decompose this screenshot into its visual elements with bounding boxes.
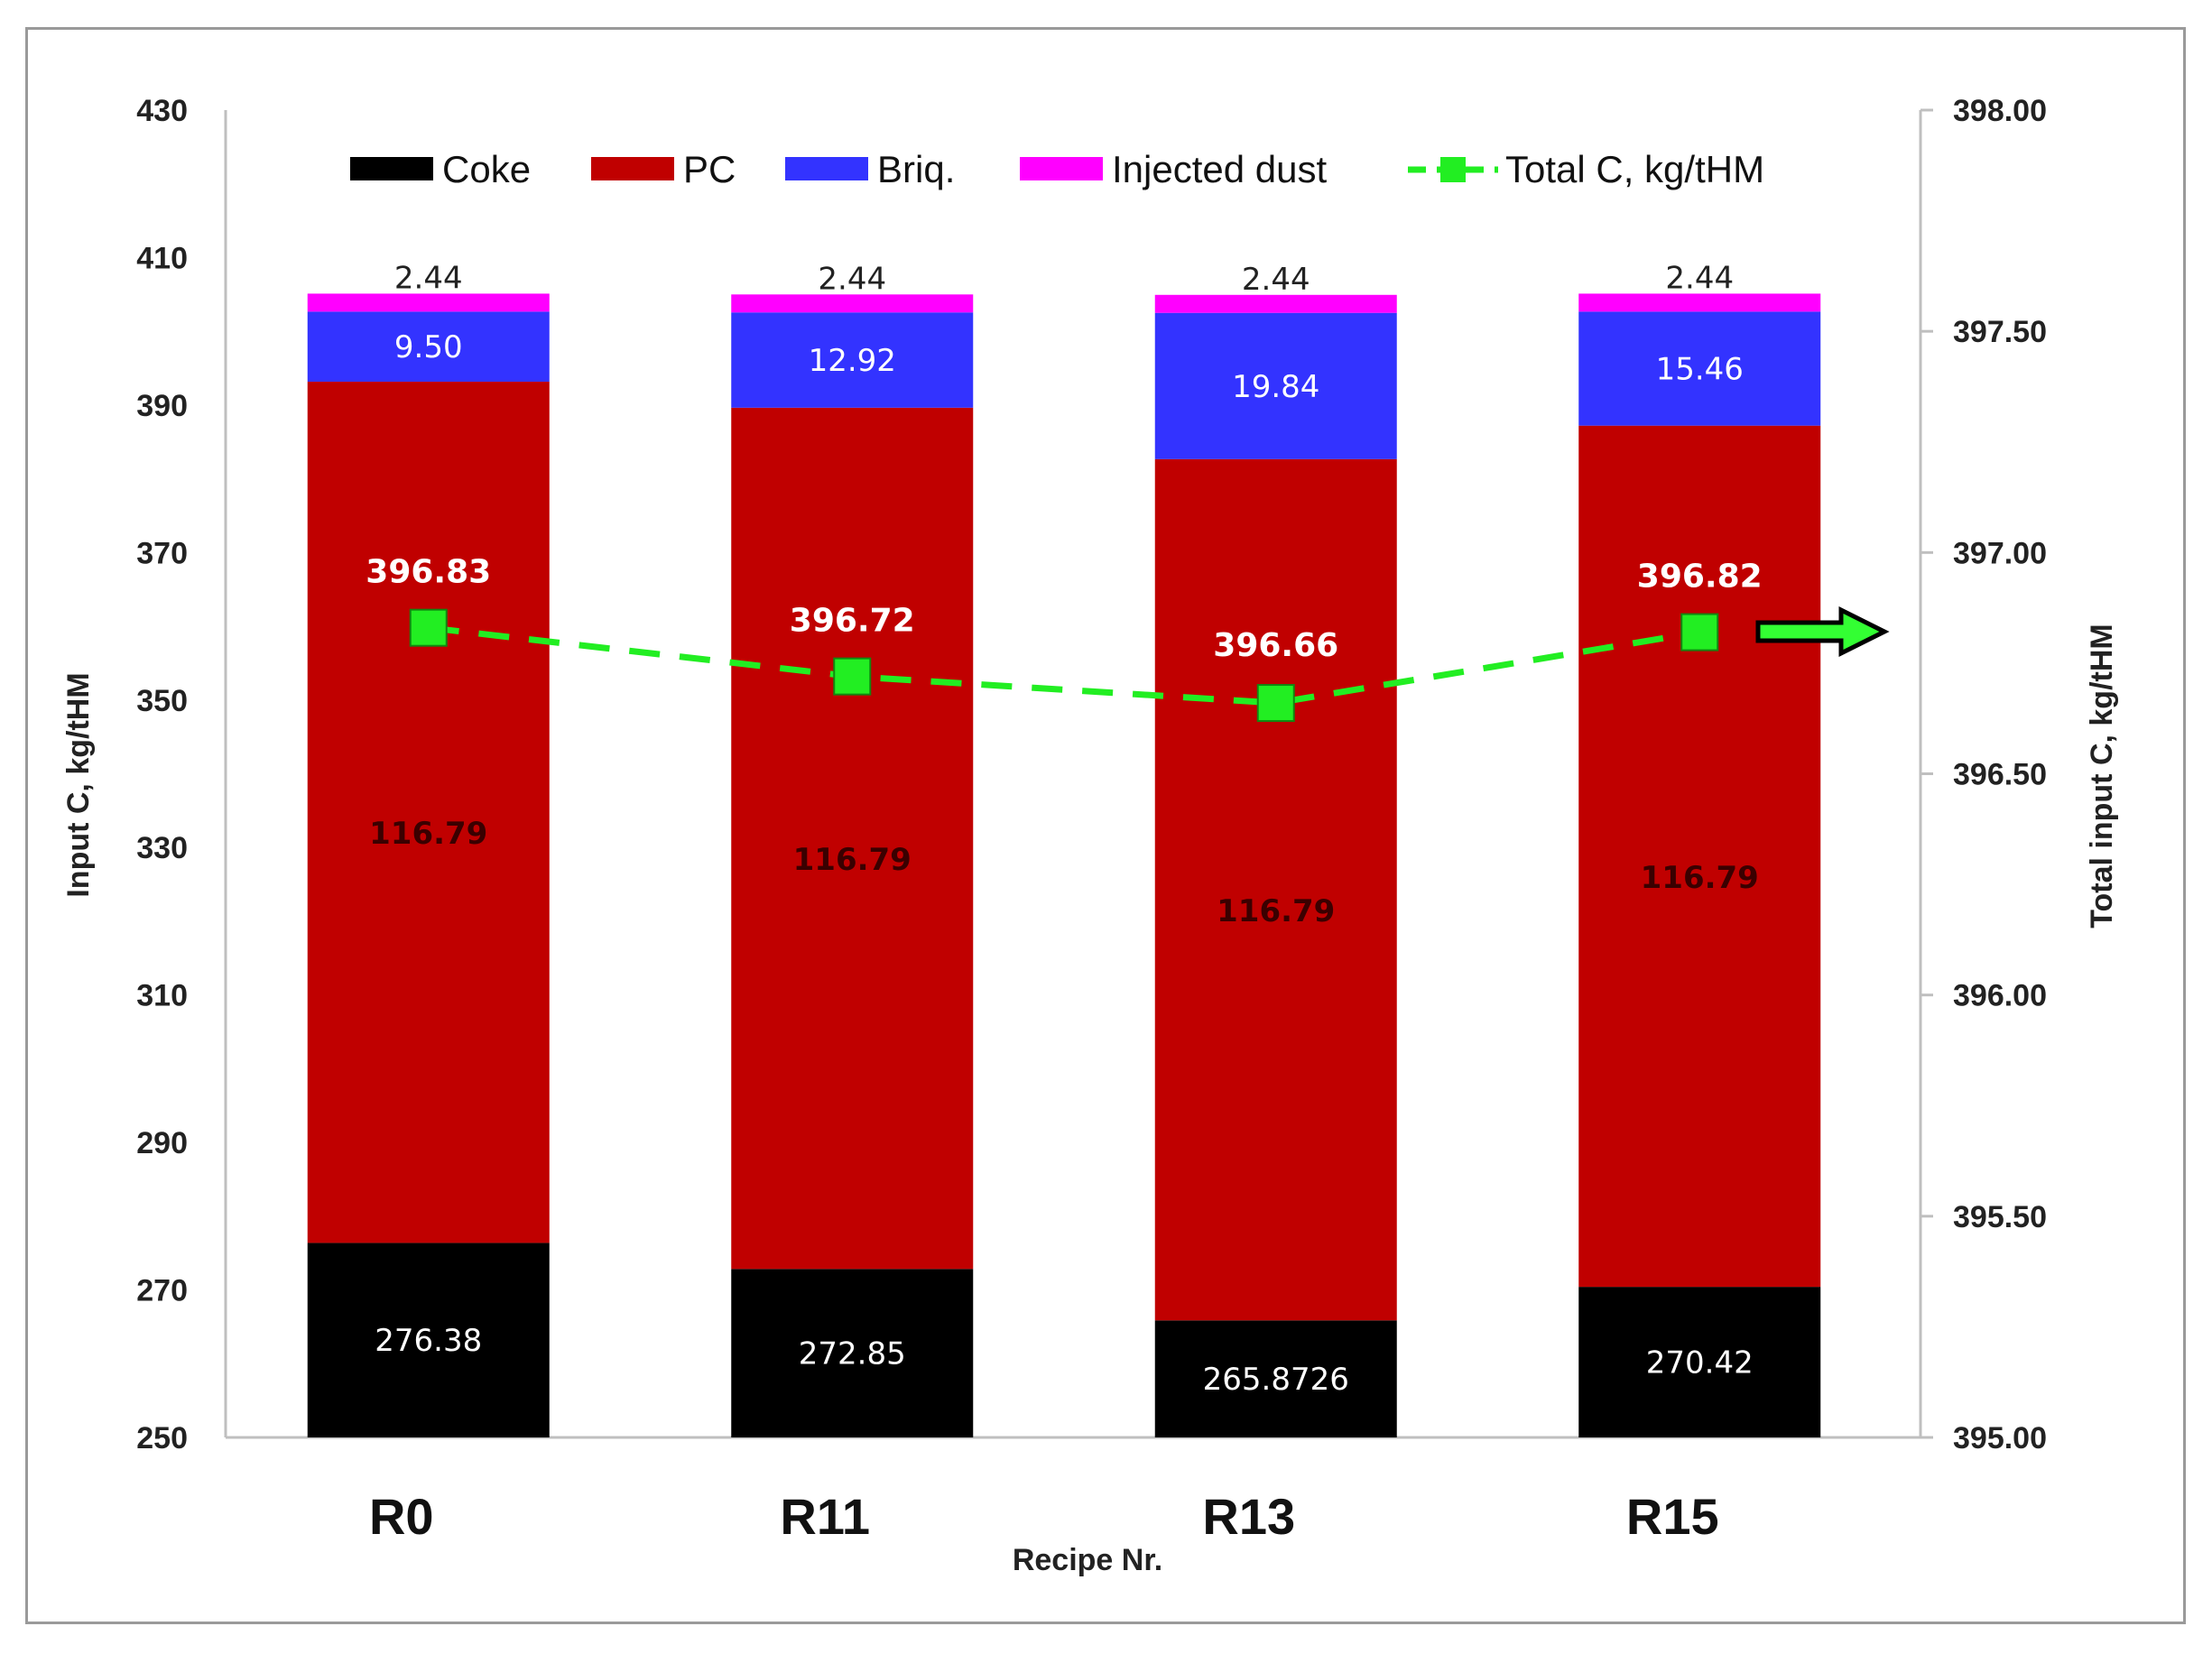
segment-labels: 276.38 116.79 9.50 2.44 272.85 116.79 12.92 2.4… bbox=[369, 260, 1759, 1398]
category-label-r0: R0 bbox=[369, 1488, 434, 1545]
bars bbox=[307, 293, 1821, 1437]
bar-pc-r0 bbox=[307, 381, 550, 1243]
bar-briq-r15 bbox=[1578, 311, 1821, 426]
legend-item-total-c-kg-thm: Total C, kg/tHM bbox=[1408, 148, 1764, 190]
data-label-coke-r0: 276.38 bbox=[375, 1323, 482, 1359]
legend-label: Coke bbox=[442, 148, 531, 190]
category-labels: R0 R11 R13 R15 bbox=[369, 1488, 1719, 1545]
data-label-coke-r13: 265.8726 bbox=[1203, 1362, 1349, 1398]
total-c-label-r11: 396.72 bbox=[790, 603, 915, 640]
data-label-briq-r15: 15.46 bbox=[1656, 352, 1744, 388]
legend: Coke PC Briq. Injected dust Total C, kg/tHM bbox=[350, 148, 1764, 190]
bar-briq-r0 bbox=[307, 311, 550, 382]
data-label-pc-r13: 116.79 bbox=[1217, 893, 1335, 929]
y2-tick-label: 396.50 bbox=[1953, 758, 2047, 792]
y-tick-label: 370 bbox=[136, 536, 188, 570]
y2-tick-label: 397.00 bbox=[1953, 536, 2047, 570]
legend-swatch bbox=[350, 157, 433, 180]
total-c-point-r13 bbox=[1256, 684, 1295, 723]
data-label-pc-r0: 116.79 bbox=[369, 816, 487, 852]
category-label-r13: R13 bbox=[1202, 1488, 1295, 1545]
bar-coke-r11 bbox=[731, 1269, 974, 1437]
right-y-axis: 395.00 395.50 396.00 396.50 397.00 397.50 398.… bbox=[1919, 94, 2047, 1455]
y2-tick-label: 395.50 bbox=[1953, 1200, 2047, 1234]
legend-swatch bbox=[591, 157, 674, 180]
data-label-injected-dust-r0: 2.44 bbox=[394, 260, 463, 296]
total-c-label-r15: 396.82 bbox=[1637, 559, 1763, 596]
y2-axis-title: Total input C, kg/tHM bbox=[2085, 624, 2119, 928]
total-line: 396.83 396.72 396.66 396.82 bbox=[366, 554, 1763, 723]
y-tick-label: 410 bbox=[136, 241, 188, 275]
legend-label: Total C, kg/tHM bbox=[1505, 148, 1764, 190]
data-label-pc-r11: 116.79 bbox=[793, 842, 912, 878]
bar-pc-r15 bbox=[1578, 425, 1821, 1288]
y-tick-label: 330 bbox=[136, 831, 188, 865]
y-tick-label: 290 bbox=[136, 1126, 188, 1160]
data-label-injected-dust-r13: 2.44 bbox=[1242, 262, 1310, 298]
legend-swatch bbox=[785, 157, 868, 180]
y-tick-label: 270 bbox=[136, 1274, 188, 1308]
data-label-coke-r11: 272.85 bbox=[799, 1336, 906, 1372]
legend-item-briq: Briq. bbox=[785, 148, 955, 190]
bar-pc-r11 bbox=[731, 407, 974, 1270]
total-c-point-r15 bbox=[1680, 613, 1719, 651]
category-label-r15: R15 bbox=[1626, 1488, 1719, 1545]
y2-tick-label: 397.50 bbox=[1953, 315, 2047, 349]
y2-tick-label: 398.00 bbox=[1953, 94, 2047, 128]
bar-injected-dust-r15 bbox=[1578, 293, 1821, 312]
total-c-point-r0 bbox=[409, 608, 448, 647]
data-label-injected-dust-r11: 2.44 bbox=[818, 261, 886, 297]
x-axis-title: Recipe Nr. bbox=[1013, 1543, 1162, 1577]
total-c-point-r11 bbox=[833, 657, 872, 696]
bar-coke-r15 bbox=[1578, 1287, 1821, 1437]
y-tick-label: 390 bbox=[136, 389, 188, 423]
total-c-label-r0: 396.83 bbox=[366, 554, 491, 591]
y2-tick-label: 396.00 bbox=[1953, 979, 2047, 1013]
total-c-line bbox=[428, 624, 1700, 707]
bar-injected-dust-r11 bbox=[731, 294, 974, 313]
data-label-pc-r15: 116.79 bbox=[1641, 860, 1759, 896]
data-label-briq-r0: 9.50 bbox=[394, 329, 463, 365]
legend-label: Injected dust bbox=[1112, 148, 1327, 190]
y2-tick-label: 395.00 bbox=[1953, 1421, 2047, 1455]
bar-coke-r13 bbox=[1154, 1320, 1397, 1437]
legend-label: PC bbox=[683, 148, 736, 190]
legend-swatch bbox=[1020, 157, 1103, 180]
data-label-coke-r15: 270.42 bbox=[1646, 1345, 1754, 1381]
bar-injected-dust-r13 bbox=[1154, 294, 1397, 313]
bar-pc-r13 bbox=[1154, 458, 1397, 1321]
total-c-label-r13: 396.66 bbox=[1213, 627, 1338, 664]
y-tick-label: 430 bbox=[136, 94, 188, 128]
bar-briq-r13 bbox=[1154, 312, 1397, 459]
y-tick-label: 250 bbox=[136, 1421, 188, 1455]
data-label-briq-r13: 19.84 bbox=[1232, 369, 1319, 405]
bar-injected-dust-r0 bbox=[307, 293, 550, 312]
y-tick-label: 350 bbox=[136, 684, 188, 718]
legend-marker bbox=[1440, 157, 1466, 182]
legend-item-coke: Coke bbox=[350, 148, 531, 190]
bar-briq-r11 bbox=[731, 312, 974, 408]
category-label-r11: R11 bbox=[780, 1488, 870, 1545]
legend-item-injected-dust: Injected dust bbox=[1020, 148, 1327, 190]
legend-item-pc: PC bbox=[591, 148, 736, 190]
y-axis-title: Input C, kg/tHM bbox=[61, 672, 96, 897]
bar-coke-r0 bbox=[307, 1243, 550, 1437]
data-label-briq-r11: 12.92 bbox=[809, 343, 896, 379]
data-label-injected-dust-r15: 2.44 bbox=[1665, 260, 1734, 296]
right-arrow-icon bbox=[1755, 605, 1890, 658]
legend-label: Briq. bbox=[877, 148, 955, 190]
y-tick-label: 310 bbox=[136, 979, 188, 1013]
